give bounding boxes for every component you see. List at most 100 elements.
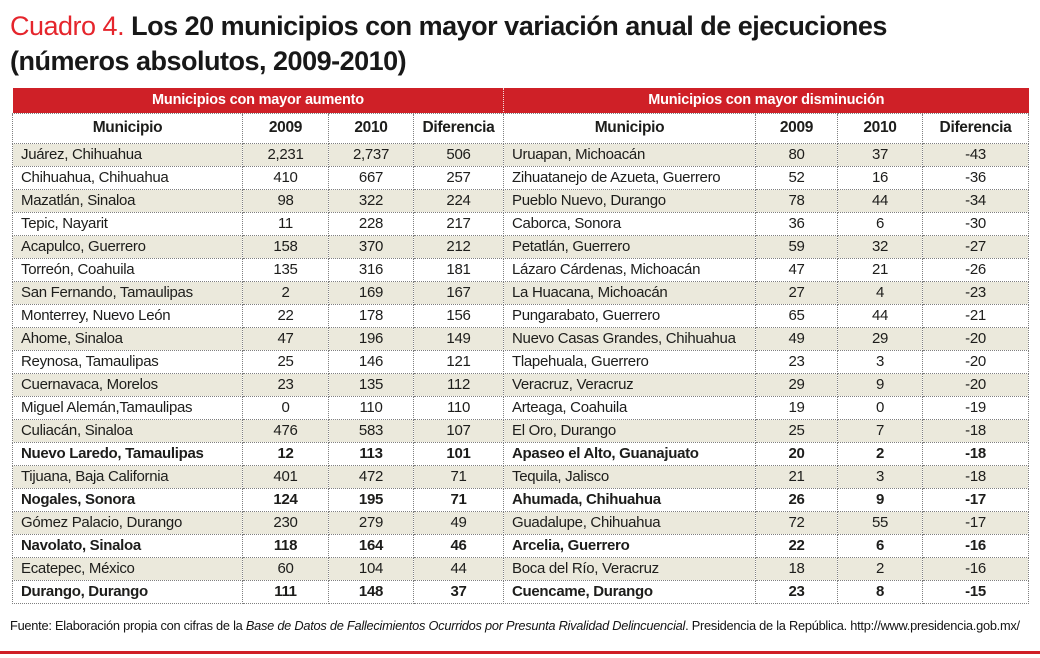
decrease-table-body: Uruapan, Michoacán 80 37 -43 Zihuatanejo de … — [503, 142, 1030, 604]
table-row: Navolato, Sinaloa 118 164 46 — [12, 533, 504, 558]
table-row: Mazatlán, Sinaloa 98 322 224 — [12, 188, 504, 213]
value-2010-cell: 472 — [328, 464, 414, 489]
value-2009-cell: 12 — [242, 441, 329, 466]
column-header-2009: 2009 — [242, 112, 329, 144]
diferencia-cell: -34 — [921, 188, 1030, 213]
table-row: Ecatepec, México 60 104 44 — [12, 556, 504, 581]
value-2010-cell: 196 — [328, 326, 414, 351]
municipio-cell: Lázaro Cárdenas, Michoacán — [503, 257, 756, 282]
table-row: Nuevo Casas Grandes, Chihuahua 49 29 -20 — [503, 326, 1030, 351]
value-2010-cell: 6 — [837, 211, 923, 236]
value-2009-cell: 2,231 — [242, 142, 329, 167]
value-2009-cell: 124 — [242, 487, 329, 512]
table-row: El Oro, Durango 25 7 -18 — [503, 418, 1030, 443]
value-2009-cell: 52 — [755, 165, 838, 190]
diferencia-cell: 46 — [413, 533, 504, 558]
municipio-cell: Nuevo Laredo, Tamaulipas — [12, 441, 243, 466]
table-row: Nogales, Sonora 124 195 71 — [12, 487, 504, 512]
table-row: Uruapan, Michoacán 80 37 -43 — [503, 142, 1030, 167]
municipio-cell: Torreón, Coahuila — [12, 257, 243, 282]
column-header-diferencia: Diferencia — [413, 112, 504, 144]
page-subtitle: (números absolutos, 2009-2010) — [10, 45, 407, 76]
value-2010-cell: 0 — [837, 395, 923, 420]
value-2009-cell: 118 — [242, 533, 329, 558]
value-2010-cell: 2 — [837, 441, 923, 466]
value-2010-cell: 583 — [328, 418, 414, 443]
table-row: Ahome, Sinaloa 47 196 149 — [12, 326, 504, 351]
table-row: Torreón, Coahuila 135 316 181 — [12, 257, 504, 282]
municipio-cell: Gómez Palacio, Durango — [12, 510, 243, 535]
diferencia-cell: -18 — [921, 464, 1030, 489]
diferencia-cell: 110 — [413, 395, 504, 420]
municipio-cell: Pungarabato, Guerrero — [503, 303, 756, 328]
municipio-cell: Reynosa, Tamaulipas — [12, 349, 243, 374]
value-2010-cell: 29 — [837, 326, 923, 351]
diferencia-cell: -16 — [921, 556, 1030, 581]
value-2010-cell: 7 — [837, 418, 923, 443]
table-row: Juárez, Chihuahua 2,231 2,737 506 — [12, 142, 504, 167]
value-2009-cell: 49 — [755, 326, 838, 351]
value-2010-cell: 322 — [328, 188, 414, 213]
diferencia-cell: -20 — [921, 372, 1030, 397]
value-2010-cell: 370 — [328, 234, 414, 259]
municipio-cell: Arcelia, Guerrero — [503, 533, 756, 558]
diferencia-cell: -26 — [921, 257, 1030, 282]
table-row: Durango, Durango 111 148 37 — [12, 579, 504, 604]
municipio-cell: La Huacana, Michoacán — [503, 280, 756, 305]
diferencia-cell: 224 — [413, 188, 504, 213]
table-row: Pungarabato, Guerrero 65 44 -21 — [503, 303, 1030, 328]
municipio-cell: Ahumada, Chihuahua — [503, 487, 756, 512]
value-2010-cell: 44 — [837, 303, 923, 328]
diferencia-cell: -15 — [921, 579, 1030, 604]
diferencia-cell: -17 — [921, 487, 1030, 512]
diferencia-cell: -30 — [921, 211, 1030, 236]
increase-band-header: Municipios con mayor aumento — [12, 88, 504, 114]
diferencia-cell: 101 — [413, 441, 504, 466]
value-2009-cell: 230 — [242, 510, 329, 535]
municipio-cell: Tepic, Nayarit — [12, 211, 243, 236]
value-2009-cell: 11 — [242, 211, 329, 236]
municipio-cell: Ecatepec, México — [12, 556, 243, 581]
municipio-cell: Zihuatanejo de Azueta, Guerrero — [503, 165, 756, 190]
diferencia-cell: 156 — [413, 303, 504, 328]
table-row: Caborca, Sonora 36 6 -30 — [503, 211, 1030, 236]
diferencia-cell: 71 — [413, 464, 504, 489]
value-2010-cell: 279 — [328, 510, 414, 535]
decrease-table: Municipios con mayor disminución Municip… — [502, 88, 1030, 604]
value-2009-cell: 158 — [242, 234, 329, 259]
value-2009-cell: 47 — [755, 257, 838, 282]
increase-band-row: Municipios con mayor aumento — [12, 88, 504, 114]
value-2009-cell: 60 — [242, 556, 329, 581]
diferencia-cell: 107 — [413, 418, 504, 443]
value-2009-cell: 476 — [242, 418, 329, 443]
table-row: Zihuatanejo de Azueta, Guerrero 52 16 -36 — [503, 165, 1030, 190]
value-2009-cell: 18 — [755, 556, 838, 581]
table-row: Arcelia, Guerrero 22 6 -16 — [503, 533, 1030, 558]
municipio-cell: Caborca, Sonora — [503, 211, 756, 236]
value-2009-cell: 410 — [242, 165, 329, 190]
value-2009-cell: 111 — [242, 579, 329, 604]
value-2009-cell: 26 — [755, 487, 838, 512]
table-row: Tequila, Jalisco 21 3 -18 — [503, 464, 1030, 489]
diferencia-cell: -16 — [921, 533, 1030, 558]
value-2010-cell: 16 — [837, 165, 923, 190]
table-number-label: Cuadro 4. — [10, 11, 125, 41]
municipio-cell: Durango, Durango — [12, 579, 243, 604]
value-2010-cell: 8 — [837, 579, 923, 604]
value-2010-cell: 148 — [328, 579, 414, 604]
table-row: Acapulco, Guerrero 158 370 212 — [12, 234, 504, 259]
diferencia-cell: -43 — [921, 142, 1030, 167]
table-row: Cuencame, Durango 23 8 -15 — [503, 579, 1030, 604]
table-row: Veracruz, Veracruz 29 9 -20 — [503, 372, 1030, 397]
value-2009-cell: 25 — [755, 418, 838, 443]
municipio-cell: Boca del Río, Veracruz — [503, 556, 756, 581]
value-2009-cell: 25 — [242, 349, 329, 374]
table-row: Ahumada, Chihuahua 26 9 -17 — [503, 487, 1030, 512]
value-2010-cell: 135 — [328, 372, 414, 397]
municipio-cell: Veracruz, Veracruz — [503, 372, 756, 397]
decrease-band-header: Municipios con mayor disminución — [502, 88, 1029, 114]
value-2009-cell: 80 — [755, 142, 838, 167]
source-note-suffix: . Presidencia de la República. http://ww… — [685, 617, 1020, 633]
table-row: Tlapehuala, Guerrero 23 3 -20 — [503, 349, 1030, 374]
municipio-cell: Juárez, Chihuahua — [12, 142, 243, 167]
